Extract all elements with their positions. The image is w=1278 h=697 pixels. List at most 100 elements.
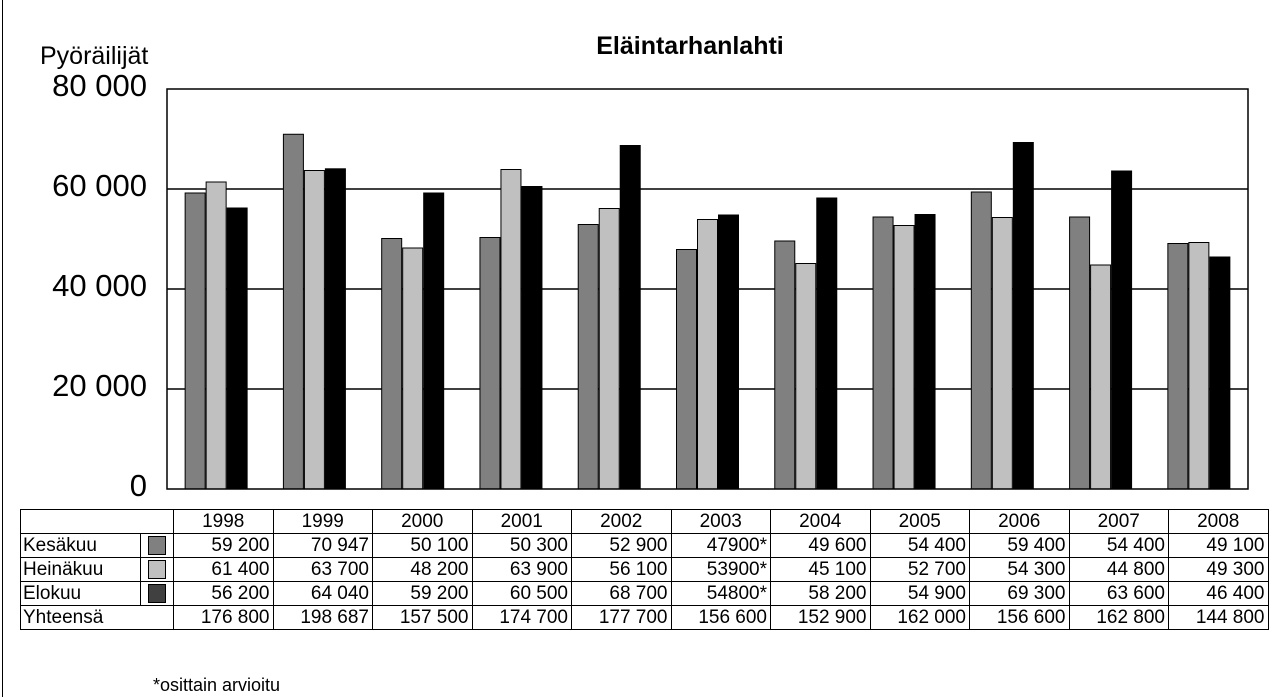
bar-elokuu-2005 [914,214,936,490]
table-cell: 44 800 [1068,557,1169,582]
table-cell: 59 200 [173,533,274,558]
bar-kesäkuu-2002 [577,224,599,490]
bar-kesäkuu-2008 [1167,243,1189,490]
bar-elokuu-2007 [1111,170,1133,490]
table-row-total: Yhteensä 176 800 198 687 157 500 174 700 177 … [20,605,1269,630]
table-cell: 52 700 [869,557,970,582]
legend-swatch [148,560,166,579]
plot-frame [166,88,1249,490]
table-header-row: 1998 1999 2000 2001 2002 2003 2004 2005 2006 2007… [20,509,1269,534]
table-cell: 56 200 [173,581,274,606]
table-row-label: Elokuu [20,581,141,606]
table-cell: 49 300 [1168,557,1269,582]
footnote: *osittain arvioitu [153,675,281,695]
table-cell: 54 400 [869,533,970,558]
table-row: Kesäkuu 59 200 70 947 50 100 50 300 52 900 479… [20,533,1269,558]
table-cell: 50 300 [471,533,572,558]
table-cell: 59 200 [372,581,473,606]
table-cell: 54 900 [869,581,970,606]
y-tick-label: 80 000 [52,68,147,103]
bar-elokuu-2002 [619,145,641,490]
table-year-header: 2006 [969,509,1070,534]
table-year-header: 2005 [869,509,970,534]
table-row-label: Kesäkuu [20,533,141,558]
y-axis-label: Pyöräilijät [40,42,149,70]
data-table: 1998 1999 2000 2001 2002 2003 2004 2005 2006 2007… [20,509,1269,630]
table-cell: 48 200 [372,557,473,582]
table-year-header: 1998 [173,509,274,534]
table-cell: 63 600 [1068,581,1169,606]
bar-kesäkuu-2005 [872,216,894,490]
table-row: Elokuu 56 200 64 040 59 200 60 500 68 700 5480… [20,581,1269,606]
table-cell: 50 100 [372,533,473,558]
bar-kesäkuu-1998 [184,192,206,490]
table-cell: 156 600 [670,605,771,630]
bar-heinäkuu-2008 [1188,242,1210,490]
bar-elokuu-2006 [1012,142,1034,490]
table-cell: 156 600 [969,605,1070,630]
bar-kesäkuu-2004 [774,240,796,490]
bar-elokuu-2008 [1209,256,1231,490]
table-cell: 63 900 [471,557,572,582]
bar-heinäkuu-1999 [303,170,325,490]
table-cell: 162 800 [1068,605,1169,630]
legend-key-cell [140,581,174,606]
bar-heinäkuu-2004 [795,263,817,490]
table-cell: 152 900 [770,605,871,630]
bar-elokuu-2004 [816,197,838,490]
legend-swatch [148,536,166,555]
table-cell: 144 800 [1168,605,1269,630]
y-tick-label: 40 000 [52,268,147,303]
table-year-header: 2007 [1068,509,1169,534]
bar-elokuu-2000 [423,192,445,490]
table-cell: 58 200 [770,581,871,606]
chart-title: Eläintarhanlahti [596,32,784,60]
table-cell: 63 700 [272,557,373,582]
bar-heinäkuu-2005 [893,225,915,490]
bar-elokuu-2003 [718,214,739,490]
table-year-header: 2001 [471,509,572,534]
table-cell: 162 000 [869,605,970,630]
bar-heinäkuu-2000 [402,247,424,490]
bar-elokuu-2001 [521,186,543,490]
table-cell: 49 100 [1168,533,1269,558]
table-year-header: 2000 [372,509,473,534]
bar-kesäkuu-2003 [676,249,697,490]
table-cell: 52 900 [571,533,672,558]
table-cell: 69 300 [969,581,1070,606]
table-year-header: 2008 [1168,509,1269,534]
bar-kesäkuu-2006 [970,191,992,490]
legend-key-cell [140,557,174,582]
y-tick-label: 0 [129,468,147,503]
table-cell: 46 400 [1168,581,1269,606]
bar-heinäkuu-2007 [1090,264,1112,490]
table-cell: 54 300 [969,557,1070,582]
table-year-header: 2004 [770,509,871,534]
table-cell: 177 700 [571,605,672,630]
table-cell: 59 400 [969,533,1070,558]
table-cell: 45 100 [770,557,871,582]
y-tick-label: 60 000 [52,168,147,203]
table-row-label: Heinäkuu [20,557,141,582]
bar-kesäkuu-1999 [282,133,304,490]
table-corner-cell [20,509,174,534]
table-cell: 64 040 [272,581,373,606]
bar-elokuu-1999 [324,168,346,490]
table-cell: 54800* [670,581,771,606]
bar-heinäkuu-2003 [697,219,718,490]
table-cell: 60 500 [471,581,572,606]
table-cell: 174 700 [471,605,572,630]
table-row: Heinäkuu 61 400 63 700 48 200 63 900 56 100 53… [20,557,1269,582]
bar-kesäkuu-2000 [381,238,403,490]
table-cell: 68 700 [571,581,672,606]
table-cell: 70 947 [272,533,373,558]
table-cell: 49 600 [770,533,871,558]
table-year-header: 2002 [571,509,672,534]
table-cell: 47900* [670,533,771,558]
bar-heinäkuu-2006 [991,217,1013,490]
bar-elokuu-1998 [226,207,248,490]
table-cell: 54 400 [1068,533,1169,558]
table-cell: 176 800 [173,605,274,630]
table-cell: 198 687 [272,605,373,630]
legend-key-cell [140,533,174,558]
